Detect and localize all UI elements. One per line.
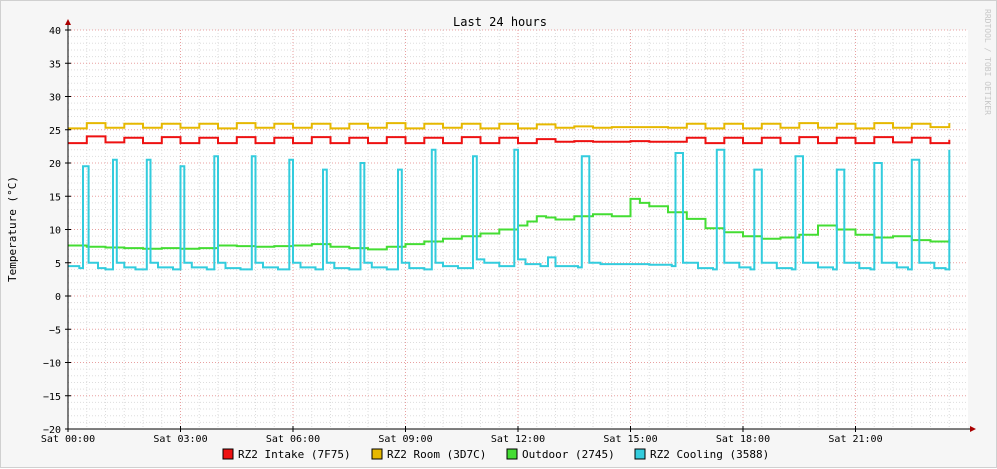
y-tick-label: −10 — [43, 359, 61, 370]
y-tick-label: −5 — [49, 325, 61, 336]
legend-swatch — [371, 448, 383, 460]
y-tick-label: 10 — [49, 226, 61, 237]
series-line-0 — [68, 135, 951, 145]
y-tick-label: 15 — [49, 192, 61, 203]
x-axis-ticks: Sat 00:00 Sat 03:00 Sat 06:00 Sat 09:00 Sat … — [41, 434, 883, 445]
x-tick-label: Sat 21:00 — [828, 434, 882, 445]
x-tick-label: Sat 15:00 — [603, 434, 657, 445]
y-tick-label: 30 — [49, 93, 61, 104]
y-axis-ticks: 40 35 30 25 20 15 10 5 0 −5 −10 −15 −20 — [43, 26, 61, 436]
legend-swatch — [506, 448, 518, 460]
x-axis-arrow — [970, 426, 976, 432]
series-line-1 — [68, 122, 951, 130]
x-tick-label: Sat 18:00 — [716, 434, 770, 445]
series-lines — [68, 122, 951, 271]
y-axis-label: Temperature (°C) — [6, 176, 19, 282]
y-tick-label: 5 — [55, 259, 61, 270]
x-tick-label: Sat 06:00 — [266, 434, 320, 445]
legend-label: RZ2 Intake (7F75) — [238, 448, 351, 461]
series-line-3 — [68, 148, 951, 271]
y-tick-label: −20 — [43, 425, 61, 436]
y-axis-arrow — [65, 19, 71, 25]
x-tick-label: Sat 12:00 — [491, 434, 545, 445]
watermark: RRDTOOL / TOBI OETIKER — [983, 9, 992, 115]
chart-title: Last 24 hours — [453, 15, 547, 29]
legend-label: RZ2 Room (3D7C) — [387, 448, 486, 461]
y-tick-label: 0 — [55, 292, 61, 303]
legend-swatch — [634, 448, 646, 460]
y-tick-label: 35 — [49, 59, 61, 70]
x-tick-label: Sat 09:00 — [378, 434, 432, 445]
legend-label: RZ2 Cooling (3588) — [650, 448, 769, 461]
x-tick-label: Sat 00:00 — [41, 434, 95, 445]
legend: RZ2 Intake (7F75) RZ2 Room (3D7C) Outdoor … — [222, 448, 769, 461]
y-tick-label: −15 — [43, 392, 61, 403]
legend-label: Outdoor (2745) — [522, 448, 615, 461]
y-tick-label: 20 — [49, 159, 61, 170]
x-tick-label: Sat 03:00 — [153, 434, 207, 445]
series-line-2 — [68, 197, 951, 251]
legend-swatch — [222, 448, 234, 460]
y-tick-label: 40 — [49, 26, 61, 37]
y-tick-label: 25 — [49, 126, 61, 137]
axes — [65, 19, 976, 432]
